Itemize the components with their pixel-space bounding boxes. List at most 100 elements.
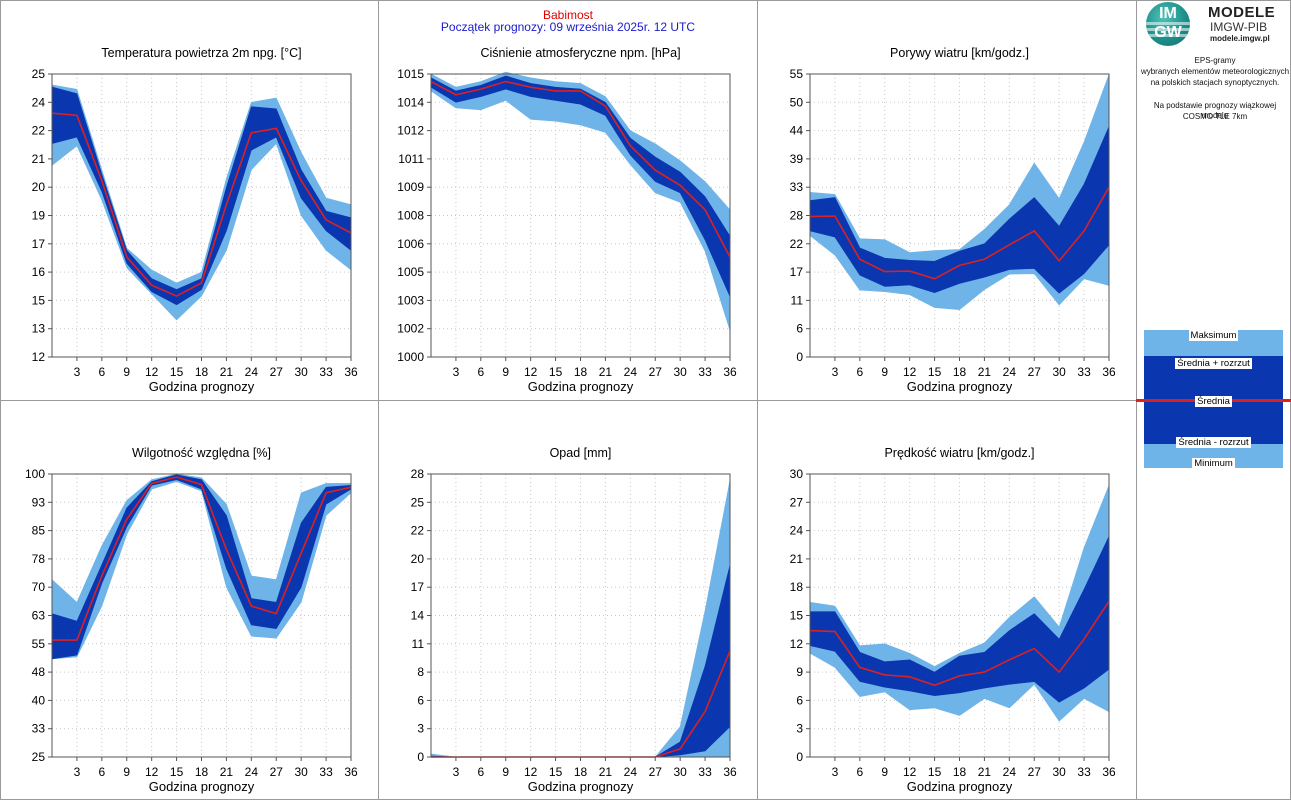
x-tick-label: 21	[599, 365, 613, 379]
y-tick-label: 17	[32, 237, 46, 251]
y-tick-label: 17	[411, 580, 425, 594]
x-tick-label: 18	[574, 365, 588, 379]
y-tick-label: 12	[790, 637, 804, 651]
logo-badge-top: IM	[1159, 5, 1177, 22]
y-tick-label: 9	[796, 665, 803, 679]
y-tick-label: 78	[32, 552, 46, 566]
x-tick-label: 3	[74, 365, 81, 379]
x-tick-label: 36	[1102, 365, 1116, 379]
mean-line	[809, 186, 1110, 280]
x-tick-label: 18	[953, 365, 967, 379]
description-line-5: COSMO TLE 7km	[1182, 112, 1248, 121]
station-name: Babimost	[542, 8, 594, 22]
y-tick-label: 0	[417, 750, 424, 764]
y-tick-label: 33	[790, 180, 804, 194]
mean-line	[430, 80, 731, 258]
y-tick-label: 30	[790, 467, 804, 481]
x-axis-label: Godzina prognozy	[907, 379, 1013, 394]
x-tick-label: 21	[978, 365, 992, 379]
y-tick-label: 28	[790, 209, 804, 223]
y-tick-label: 48	[32, 665, 46, 679]
x-tick-label: 33	[698, 765, 712, 779]
y-tick-label: 17	[790, 265, 804, 279]
x-tick-label: 27	[649, 765, 663, 779]
y-tick-label: 85	[32, 524, 46, 538]
x-tick-label: 36	[1102, 765, 1116, 779]
y-tick-label: 24	[790, 524, 804, 538]
x-tick-label: 9	[881, 765, 888, 779]
x-tick-label: 33	[1077, 365, 1091, 379]
x-tick-label: 21	[978, 765, 992, 779]
y-tick-label: 24	[32, 95, 46, 109]
y-tick-label: 3	[417, 722, 424, 736]
x-tick-label: 33	[698, 365, 712, 379]
y-tick-label: 63	[32, 609, 46, 623]
x-tick-label: 24	[624, 365, 638, 379]
y-tick-label: 28	[411, 467, 425, 481]
y-tick-label: 22	[790, 237, 804, 251]
chart-title: Opad [mm]	[550, 446, 612, 460]
y-tick-label: 50	[790, 95, 804, 109]
y-tick-label: 40	[32, 693, 46, 707]
x-tick-label: 30	[673, 765, 687, 779]
y-tick-label: 55	[790, 67, 804, 81]
x-tick-label: 15	[170, 365, 184, 379]
x-tick-label: 36	[344, 365, 358, 379]
y-tick-label: 8	[417, 665, 424, 679]
x-tick-label: 27	[1028, 765, 1042, 779]
x-tick-label: 24	[245, 765, 259, 779]
chart-title: Temperatura powietrza 2m npg. [°C]	[101, 46, 301, 60]
x-tick-label: 15	[170, 765, 184, 779]
forecast-start: Początek prognozy: 09 września 2025r. 12…	[440, 20, 696, 34]
x-tick-label: 30	[1052, 765, 1066, 779]
x-tick-label: 6	[98, 765, 105, 779]
y-tick-label: 20	[32, 180, 46, 194]
y-tick-label: 14	[411, 609, 425, 623]
y-tick-label: 11	[412, 637, 425, 651]
band-legend: Maksimum Średnia + rozrzut Średnia Średn…	[1136, 330, 1291, 469]
y-tick-label: 70	[32, 580, 46, 594]
x-tick-label: 15	[549, 365, 563, 379]
x-tick-label: 12	[524, 765, 538, 779]
y-tick-label: 21	[790, 552, 804, 566]
legend-mean-plus-label: Średnia + rozrzut	[1175, 358, 1252, 369]
x-tick-label: 3	[832, 365, 839, 379]
y-tick-label: 93	[32, 495, 46, 509]
x-tick-label: 24	[245, 365, 259, 379]
y-tick-label: 1011	[398, 152, 424, 166]
x-tick-label: 3	[832, 765, 839, 779]
y-tick-label: 20	[411, 552, 425, 566]
x-tick-label: 21	[220, 765, 234, 779]
x-tick-label: 27	[270, 765, 284, 779]
logo-url: modele.imgw.pl	[1210, 34, 1270, 43]
x-tick-label: 3	[453, 765, 460, 779]
chart-title: Porywy wiatru [km/godz.]	[890, 46, 1029, 60]
x-axis-label: Godzina prognozy	[528, 379, 634, 394]
y-tick-label: 1012	[397, 124, 424, 138]
legend-max-label: Maksimum	[1188, 330, 1239, 341]
y-tick-label: 1002	[397, 322, 424, 336]
chart-title: Wilgotność względna [%]	[132, 446, 271, 460]
y-tick-label: 1003	[397, 293, 424, 307]
x-tick-label: 6	[856, 765, 863, 779]
y-tick-label: 22	[32, 124, 46, 138]
logo-badge-bottom: GW	[1154, 24, 1182, 41]
y-tick-label: 1005	[397, 265, 424, 279]
y-tick-label: 0	[796, 750, 803, 764]
x-tick-label: 24	[1003, 365, 1017, 379]
x-axis-label: Godzina prognozy	[149, 779, 255, 794]
y-tick-label: 55	[32, 637, 46, 651]
y-tick-label: 25	[32, 750, 46, 764]
x-tick-label: 6	[856, 365, 863, 379]
y-tick-label: 1015	[397, 67, 424, 81]
description-line-2: wybranych elementów meteorologicznych	[1140, 67, 1290, 76]
y-tick-label: 16	[32, 265, 46, 279]
x-tick-label: 9	[502, 365, 509, 379]
y-tick-label: 33	[32, 722, 46, 736]
